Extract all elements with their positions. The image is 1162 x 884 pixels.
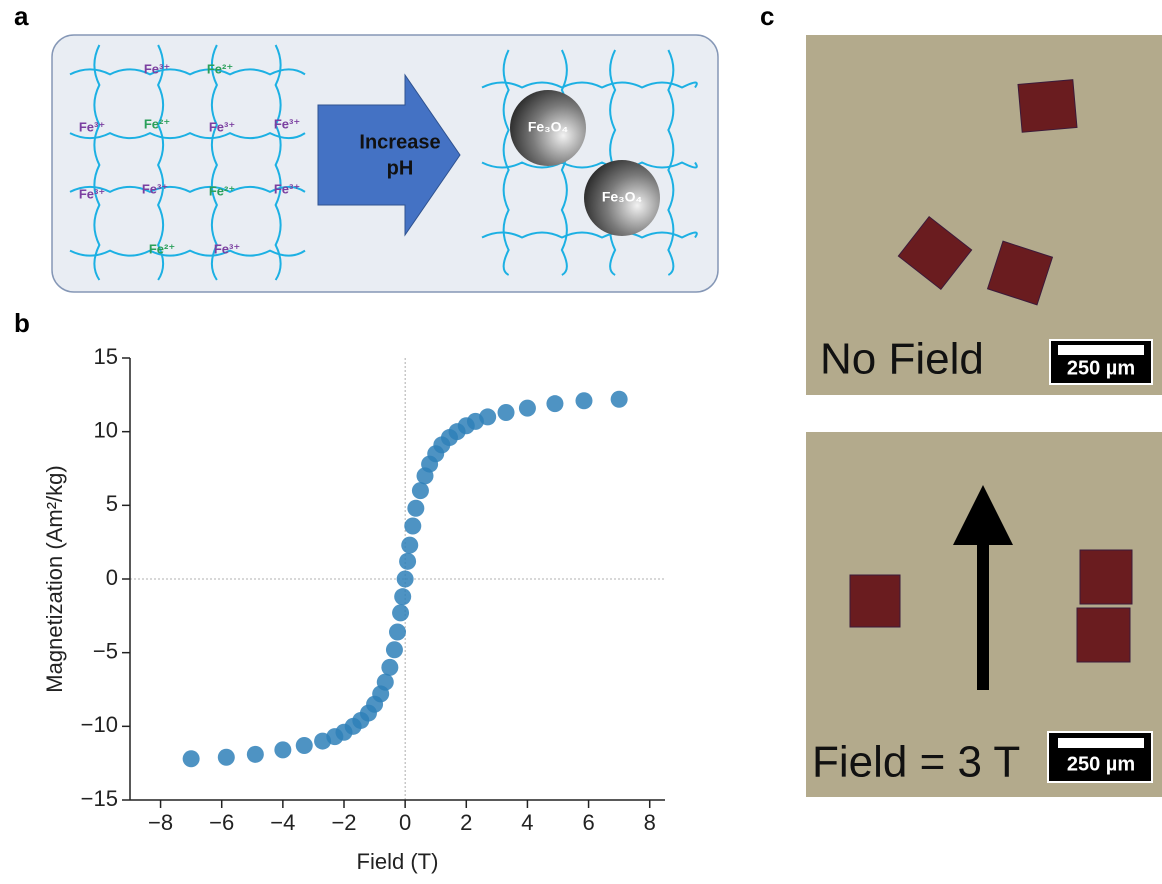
x-tick-label: −8 [148,810,173,835]
x-tick-label: −2 [331,810,356,835]
ion-label: Fe³⁺ [142,181,168,196]
data-point [295,736,313,754]
data-point [546,395,564,413]
mesh-strand [481,161,698,169]
caption: No Field [820,335,984,384]
ion-label: Fe²⁺ [209,183,235,198]
panel-label: a [14,1,29,31]
data-point [385,641,403,659]
y-tick-label: −15 [81,786,118,811]
mesh-strand [93,44,101,281]
panel-b: b −15 −10 −5 0 5 10 15 −8 −6 −4 −2 0 2 4 6 8 Field (T) Ma… [14,308,665,874]
data-point [389,623,406,641]
sample [1079,549,1133,605]
sample [1076,607,1131,663]
ion-label: Fe³⁺ [274,181,300,196]
x-tick-label: 0 [399,810,411,835]
data-point [376,673,394,691]
nanoparticle [510,90,586,166]
panel-label: b [14,308,30,338]
data-point [274,741,292,759]
mesh-strand [69,132,306,140]
mesh-strand [481,231,698,239]
data-point [399,552,417,570]
data-point [394,588,412,606]
particle-label: Fe₃O₄ [602,189,642,205]
ion-label: Fe²⁺ [207,61,233,76]
data-point [497,404,515,422]
mesh-strand [69,185,306,193]
data-point [217,748,235,766]
particle-label: Fe₃O₄ [528,119,568,135]
x-axis-label: Field (T) [357,849,439,874]
scale-text: 250 µm [1067,753,1135,775]
sample [897,215,973,291]
x-tick-label: 2 [460,810,472,835]
ion-label: Fe³⁺ [214,241,240,256]
ion-label: Fe²⁺ [149,241,175,256]
data-point [575,392,593,410]
mesh-strand [157,44,165,281]
field-arrow-head [953,485,1013,545]
sample [849,574,901,628]
ion-label: Fe³⁺ [79,186,105,201]
nanoparticle [584,160,660,236]
photo [806,35,1162,395]
y-tick-label: −5 [93,638,118,663]
ion-label: Fe³⁺ [79,119,105,134]
x-tick-label: −4 [270,810,295,835]
y-tick-label: 10 [94,417,118,442]
x-tick-label: 4 [521,810,533,835]
y-tick-label: 5 [106,491,118,516]
panel-a: a Increase pH Fe³⁺ Fe²⁺ Fe³⁺ Fe²⁺ Fe³⁺ Fe³⁺ Fe… [14,1,719,293]
arrow [317,73,461,237]
x-tick-label: −6 [209,810,234,835]
mesh-strand [502,49,510,276]
sample [1017,79,1078,133]
data-point [610,390,628,408]
ion-label: Fe³⁺ [209,119,235,134]
y-tick-label: 15 [94,344,118,369]
data-point [411,482,429,500]
data-point [392,604,410,622]
data-point [404,517,422,535]
data-point [182,750,200,768]
ion-label: Fe³⁺ [144,61,170,76]
data-point [396,570,414,588]
panel-label: c [760,1,774,31]
y-tick-label: 0 [106,565,118,590]
x-tick-label: 8 [644,810,656,835]
mesh-strand [481,81,698,89]
mesh-strand [69,249,306,257]
data-point [518,399,536,417]
data-point [479,408,497,426]
panel-c: c No Field 250 µm Field = 3 T 250 µm [760,1,1162,797]
field-arrow [977,540,989,690]
mesh-strand [69,68,306,76]
scale-text: 250 µm [1067,357,1135,379]
x-tick-label: 6 [582,810,594,835]
sample [986,240,1054,306]
mesh-strand [560,49,568,276]
data-point [381,658,399,676]
data-point [407,499,425,517]
arrow-text: pH [387,157,414,179]
data-point [401,536,419,554]
mesh-strand [210,44,218,281]
scale-bar [1058,738,1144,748]
scale-bar [1058,345,1144,355]
mesh-strand [274,44,282,281]
y-tick-label: −10 [81,712,118,737]
arrow-text: Increase [359,131,440,153]
ion-label: Fe³⁺ [274,116,300,131]
mesh-strand [667,49,675,276]
caption: Field = 3 T [812,738,1020,787]
y-axis-label: Magnetization (Am²/kg) [42,465,67,692]
data-point [246,745,264,763]
ion-label: Fe²⁺ [144,116,170,131]
